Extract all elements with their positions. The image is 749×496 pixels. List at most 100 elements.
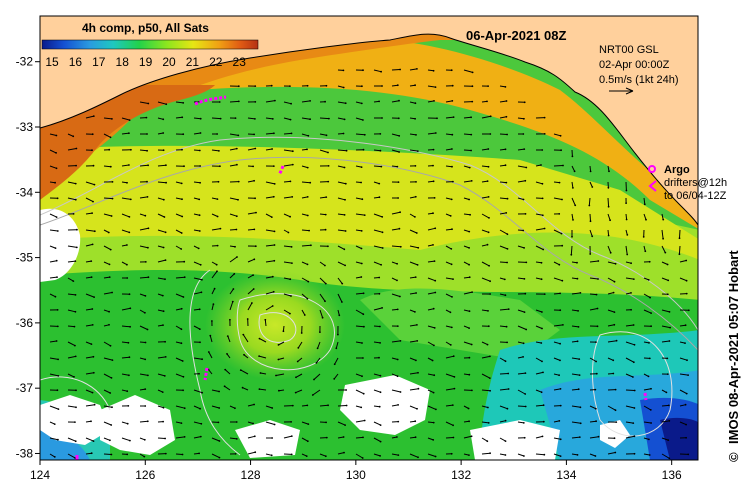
- current-arrow: [337, 101, 346, 104]
- current-arrow-head: [507, 372, 510, 375]
- current-arrow: [607, 229, 610, 236]
- current-arrow-head: [290, 435, 293, 437]
- current-arrow: [242, 387, 249, 391]
- current-arrow-head: [128, 216, 131, 218]
- current-arrow: [463, 180, 472, 183]
- current-arrow: [67, 293, 76, 296]
- current-arrow: [337, 117, 345, 120]
- current-arrow: [409, 229, 418, 234]
- current-arrow: [463, 341, 472, 345]
- current-arrow-head: [558, 181, 561, 184]
- current-arrow-head: [542, 371, 544, 374]
- current-arrow: [427, 405, 437, 410]
- current-arrow: [264, 319, 267, 327]
- current-arrow-head: [471, 100, 474, 103]
- current-arrow: [373, 341, 381, 344]
- current-arrow-head: [325, 196, 328, 199]
- current-arrow-head: [615, 421, 618, 423]
- current-arrow: [589, 260, 599, 263]
- current-arrow: [67, 197, 76, 201]
- current-arrow-head: [396, 325, 399, 327]
- current-arrow-head: [146, 180, 148, 183]
- current-arrow-head: [344, 182, 347, 185]
- current-arrow-head: [180, 307, 183, 310]
- current-arrow-head: [254, 451, 257, 454]
- current-arrow: [247, 404, 255, 407]
- current-arrow: [571, 340, 578, 343]
- current-arrow: [463, 309, 470, 312]
- current-arrow-head: [650, 422, 652, 424]
- current-arrow-head: [237, 180, 240, 183]
- current-arrow: [337, 293, 343, 303]
- current-arrow-head: [432, 439, 435, 441]
- current-arrow-head: [436, 117, 438, 120]
- current-arrow-head: [433, 197, 436, 199]
- current-arrow: [208, 369, 213, 375]
- current-arrow: [445, 437, 454, 439]
- current-arrow-head: [451, 100, 454, 102]
- current-arrow: [283, 293, 292, 297]
- current-arrow-head: [91, 324, 94, 326]
- current-arrow-head: [559, 359, 561, 362]
- current-arrow: [121, 356, 130, 359]
- current-arrow-head: [597, 260, 600, 262]
- current-arrow: [49, 405, 59, 410]
- current-arrow-head: [163, 216, 166, 218]
- current-arrow-head: [217, 180, 220, 183]
- current-arrow: [643, 388, 652, 391]
- current-arrow: [553, 277, 563, 282]
- current-arrow-head: [237, 134, 240, 137]
- current-arrow: [571, 277, 578, 280]
- current-arrow: [175, 308, 182, 311]
- current-arrow-head: [398, 151, 400, 153]
- current-arrow-head: [108, 323, 110, 326]
- current-arrow-head: [647, 279, 650, 281]
- current-arrow: [319, 213, 326, 216]
- current-arrow: [301, 181, 311, 184]
- current-arrow: [409, 213, 416, 218]
- current-arrow: [553, 420, 560, 423]
- current-arrow-head: [489, 452, 491, 455]
- current-arrow-head: [218, 150, 220, 152]
- current-arrow-head: [57, 438, 59, 441]
- current-arrow-head: [570, 253, 573, 256]
- current-arrow: [553, 197, 563, 200]
- current-arrow-head: [252, 274, 255, 276]
- current-arrow: [643, 421, 652, 424]
- current-arrow-head: [271, 437, 273, 439]
- current-arrow: [85, 341, 92, 345]
- current-arrow-head: [486, 180, 489, 183]
- current-arrow-head: [468, 373, 471, 376]
- current-arrow-head: [576, 454, 579, 456]
- current-arrow: [278, 357, 285, 360]
- current-arrow-head: [525, 166, 528, 169]
- current-arrow-head: [541, 149, 544, 151]
- current-arrow-head: [558, 374, 560, 377]
- current-arrow-head: [416, 340, 419, 342]
- current-arrow: [175, 421, 182, 424]
- current-arrow-head: [363, 325, 365, 328]
- current-arrow-head: [541, 197, 544, 200]
- current-arrow-head: [287, 231, 290, 234]
- current-arrow: [157, 309, 164, 312]
- current-arrow: [67, 405, 77, 408]
- current-arrow-head: [452, 436, 455, 439]
- current-arrow-head: [325, 436, 328, 439]
- current-arrow-head: [362, 69, 364, 72]
- current-arrow: [139, 341, 146, 343]
- current-arrow-head: [145, 116, 148, 119]
- current-arrow: [535, 357, 543, 362]
- current-arrow: [49, 276, 58, 279]
- current-arrow: [481, 165, 489, 168]
- current-arrow-head: [625, 218, 628, 221]
- current-arrow-head: [253, 179, 256, 182]
- current-arrow: [517, 277, 525, 280]
- current-arrow-head: [415, 359, 417, 362]
- current-arrow: [319, 133, 327, 136]
- current-arrow: [463, 291, 473, 295]
- current-arrow-head: [335, 347, 338, 350]
- current-arrow: [121, 164, 129, 167]
- current-arrow: [607, 357, 614, 361]
- current-arrow-head: [379, 374, 382, 377]
- current-arrow-head: [666, 357, 669, 360]
